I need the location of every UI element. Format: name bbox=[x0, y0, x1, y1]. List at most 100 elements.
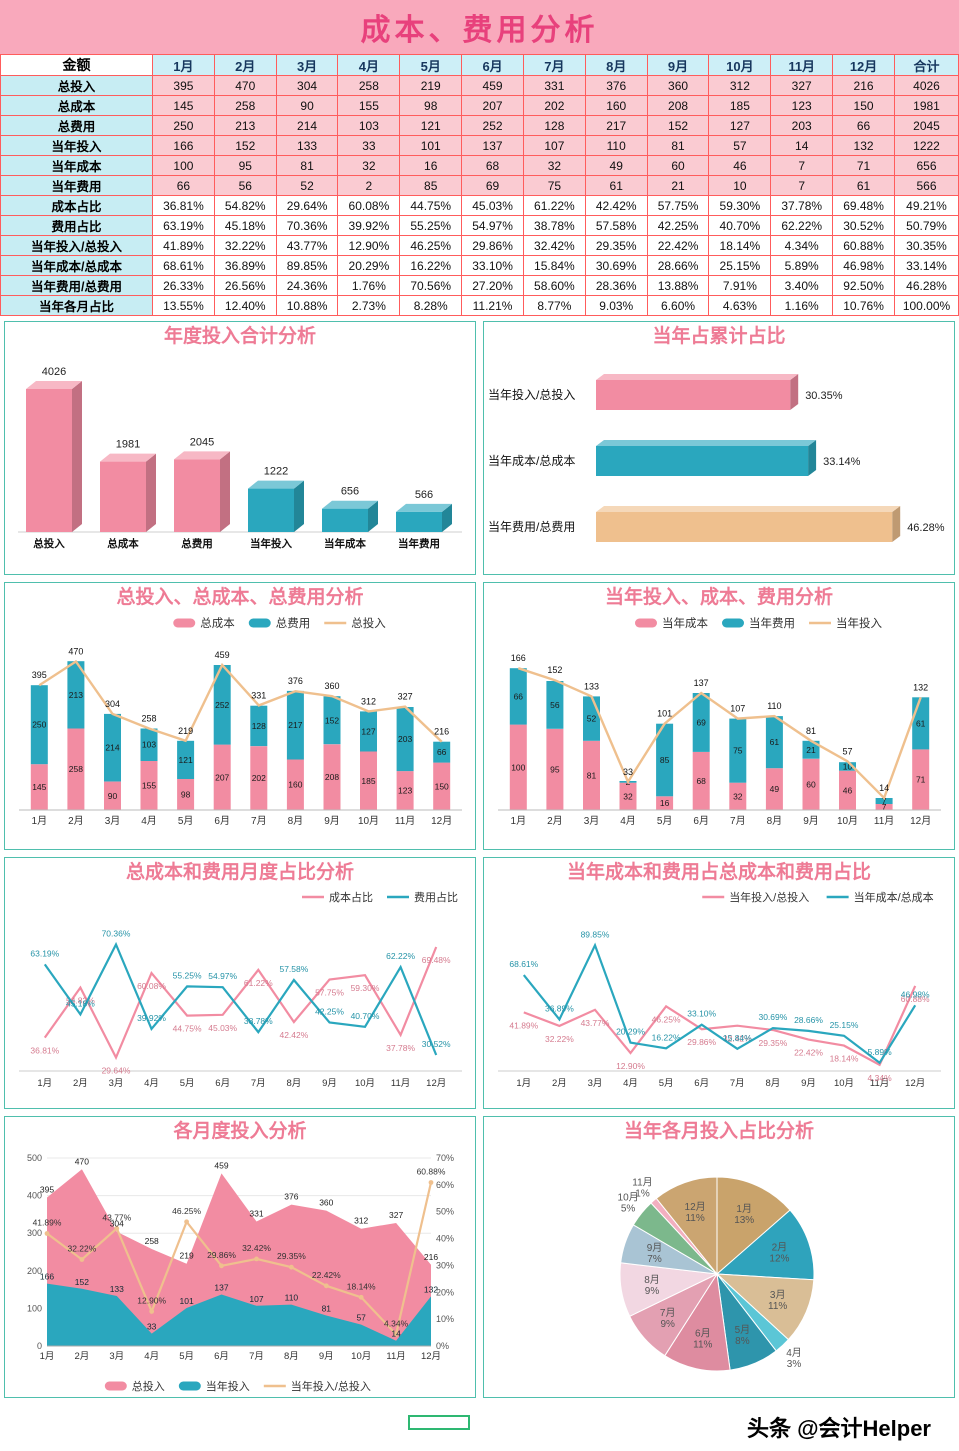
table-cell[interactable]: 60.88% bbox=[832, 235, 895, 256]
table-cell[interactable]: 258 bbox=[213, 95, 277, 116]
table-cell[interactable]: 39.92% bbox=[337, 215, 401, 236]
table-cell[interactable]: 100.00% bbox=[894, 295, 959, 316]
table-cell[interactable]: 2 bbox=[337, 175, 401, 196]
table-cell[interactable]: 470 bbox=[213, 75, 277, 96]
table-cell[interactable]: 26.33% bbox=[152, 275, 215, 296]
table-cell[interactable]: 219 bbox=[399, 75, 463, 96]
table-cell[interactable]: 33 bbox=[337, 135, 401, 156]
table-cell[interactable]: 46 bbox=[708, 155, 772, 176]
table-cell[interactable]: 12.90% bbox=[337, 235, 401, 256]
table-cell[interactable]: 75 bbox=[522, 175, 586, 196]
table-corner-header[interactable]: 金额 bbox=[0, 54, 153, 76]
table-cell[interactable]: 21 bbox=[646, 175, 710, 196]
table-cell[interactable]: 214 bbox=[275, 115, 339, 136]
table-cell[interactable]: 69 bbox=[461, 175, 524, 196]
table-cell[interactable]: 3.40% bbox=[770, 275, 834, 296]
table-cell[interactable]: 6.60% bbox=[646, 295, 710, 316]
table-cell[interactable]: 71 bbox=[832, 155, 895, 176]
table-cell[interactable]: 10.88% bbox=[275, 295, 339, 316]
table-cell[interactable]: 566 bbox=[894, 175, 959, 196]
table-cell[interactable]: 32 bbox=[522, 155, 586, 176]
table-cell[interactable]: 8.77% bbox=[522, 295, 586, 316]
table-cell[interactable]: 43.77% bbox=[275, 235, 339, 256]
table-cell[interactable]: 7.91% bbox=[708, 275, 772, 296]
table-cell[interactable]: 121 bbox=[399, 115, 463, 136]
table-cell[interactable]: 22.42% bbox=[646, 235, 710, 256]
table-cell[interactable]: 216 bbox=[832, 75, 895, 96]
table-cell[interactable]: 252 bbox=[461, 115, 524, 136]
table-cell[interactable]: 152 bbox=[213, 135, 277, 156]
table-cell[interactable]: 12.40% bbox=[213, 295, 277, 316]
row-label[interactable]: 当年投入/总投入 bbox=[0, 235, 153, 256]
table-cell[interactable]: 90 bbox=[275, 95, 339, 116]
table-cell[interactable]: 66 bbox=[152, 175, 215, 196]
table-cell[interactable]: 57.58% bbox=[584, 215, 648, 236]
table-cell[interactable]: 14 bbox=[770, 135, 834, 156]
table-cell[interactable]: 376 bbox=[584, 75, 648, 96]
table-cell[interactable]: 81 bbox=[275, 155, 339, 176]
table-cell[interactable]: 60 bbox=[646, 155, 710, 176]
table-cell[interactable]: 16.22% bbox=[399, 255, 463, 276]
table-cell[interactable]: 30.35% bbox=[894, 235, 959, 256]
table-cell[interactable]: 29.35% bbox=[584, 235, 648, 256]
table-cell[interactable]: 42.42% bbox=[584, 195, 648, 216]
table-cell[interactable]: 11.21% bbox=[461, 295, 524, 316]
table-cell[interactable]: 41.89% bbox=[152, 235, 215, 256]
table-cell[interactable]: 30.52% bbox=[832, 215, 895, 236]
table-cell[interactable]: 57.75% bbox=[646, 195, 710, 216]
table-cell[interactable]: 150 bbox=[832, 95, 895, 116]
table-cell[interactable]: 92.50% bbox=[832, 275, 895, 296]
table-cell[interactable]: 459 bbox=[461, 75, 524, 96]
table-cell[interactable]: 10.76% bbox=[832, 295, 895, 316]
table-cell[interactable]: 312 bbox=[708, 75, 772, 96]
table-cell[interactable]: 46.28% bbox=[894, 275, 959, 296]
table-cell[interactable]: 2045 bbox=[894, 115, 959, 136]
table-cell[interactable]: 44.75% bbox=[399, 195, 463, 216]
row-label[interactable]: 总成本 bbox=[0, 95, 153, 116]
table-month-header[interactable]: 5月 bbox=[399, 54, 463, 76]
table-cell[interactable]: 132 bbox=[832, 135, 895, 156]
table-cell[interactable]: 110 bbox=[584, 135, 648, 156]
table-cell[interactable]: 5.89% bbox=[770, 255, 834, 276]
table-cell[interactable]: 327 bbox=[770, 75, 834, 96]
table-cell[interactable]: 13.55% bbox=[152, 295, 215, 316]
table-cell[interactable]: 1222 bbox=[894, 135, 959, 156]
row-label[interactable]: 成本占比 bbox=[0, 195, 153, 216]
table-cell[interactable]: 32.42% bbox=[522, 235, 586, 256]
row-label[interactable]: 当年成本/总成本 bbox=[0, 255, 153, 276]
table-cell[interactable]: 57 bbox=[708, 135, 772, 156]
table-cell[interactable]: 4.63% bbox=[708, 295, 772, 316]
table-month-header[interactable]: 11月 bbox=[770, 54, 834, 76]
table-cell[interactable]: 61 bbox=[832, 175, 895, 196]
row-label[interactable]: 总投入 bbox=[0, 75, 153, 96]
table-month-header[interactable]: 6月 bbox=[461, 54, 524, 76]
table-month-header[interactable]: 7月 bbox=[522, 54, 586, 76]
row-label[interactable]: 当年成本 bbox=[0, 155, 153, 176]
table-cell[interactable]: 68 bbox=[461, 155, 524, 176]
table-cell[interactable]: 37.78% bbox=[770, 195, 834, 216]
table-month-header[interactable]: 1月 bbox=[152, 54, 215, 76]
table-cell[interactable]: 33.10% bbox=[461, 255, 524, 276]
table-cell[interactable]: 213 bbox=[213, 115, 277, 136]
table-cell[interactable]: 7 bbox=[770, 155, 834, 176]
table-cell[interactable]: 103 bbox=[337, 115, 401, 136]
table-cell[interactable]: 45.03% bbox=[461, 195, 524, 216]
table-cell[interactable]: 8.28% bbox=[399, 295, 463, 316]
table-cell[interactable]: 304 bbox=[275, 75, 339, 96]
table-cell[interactable]: 81 bbox=[646, 135, 710, 156]
table-cell[interactable]: 656 bbox=[894, 155, 959, 176]
table-month-header[interactable]: 10月 bbox=[708, 54, 772, 76]
table-cell[interactable]: 20.29% bbox=[337, 255, 401, 276]
table-cell[interactable]: 54.97% bbox=[461, 215, 524, 236]
table-cell[interactable]: 27.20% bbox=[461, 275, 524, 296]
table-cell[interactable]: 36.81% bbox=[152, 195, 215, 216]
table-cell[interactable]: 250 bbox=[152, 115, 215, 136]
table-cell[interactable]: 38.78% bbox=[522, 215, 586, 236]
table-cell[interactable]: 166 bbox=[152, 135, 215, 156]
table-cell[interactable]: 133 bbox=[275, 135, 339, 156]
table-cell[interactable]: 155 bbox=[337, 95, 401, 116]
table-cell[interactable]: 63.19% bbox=[152, 215, 215, 236]
table-cell[interactable]: 36.89% bbox=[213, 255, 277, 276]
table-cell[interactable]: 13.88% bbox=[646, 275, 710, 296]
table-cell[interactable]: 33.14% bbox=[894, 255, 959, 276]
